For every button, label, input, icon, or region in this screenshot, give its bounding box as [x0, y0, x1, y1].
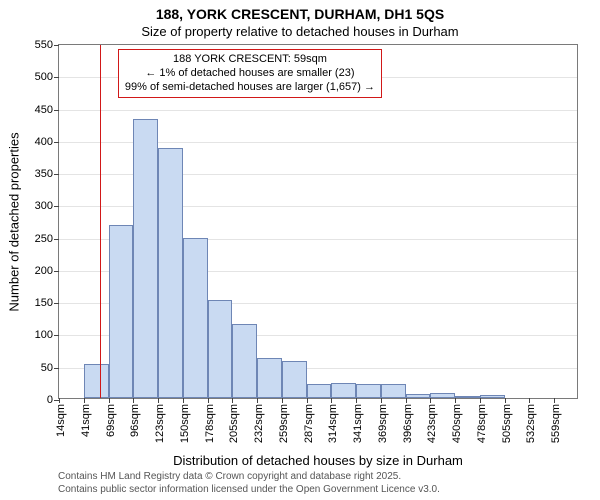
- histogram-bar: [109, 225, 134, 398]
- ytick-label: 50: [41, 362, 59, 374]
- y-axis-label: Number of detached properties: [7, 132, 22, 311]
- xtick-mark: [505, 398, 506, 403]
- gridline: [59, 110, 577, 111]
- chart-subtitle: Size of property relative to detached ho…: [0, 24, 600, 40]
- footer-line-2: Contains public sector information licen…: [58, 484, 440, 497]
- annotation-line: 188 YORK CRESCENT: 59sqm: [125, 53, 375, 67]
- xtick-mark: [455, 398, 456, 403]
- histogram-bar: [356, 384, 381, 398]
- xtick-label: 314sqm: [327, 404, 339, 443]
- xtick-mark: [356, 398, 357, 403]
- xtick-mark: [480, 398, 481, 403]
- ytick-label: 450: [35, 104, 59, 116]
- ytick-label: 300: [35, 200, 59, 212]
- histogram-bar: [158, 148, 183, 398]
- ytick-label: 100: [35, 329, 59, 341]
- xtick-label: 259sqm: [278, 404, 290, 443]
- histogram-chart: 188, YORK CRESCENT, DURHAM, DH1 5QS Size…: [0, 0, 600, 500]
- xtick-label: 96sqm: [129, 404, 141, 437]
- xtick-mark: [208, 398, 209, 403]
- histogram-bar: [381, 384, 406, 398]
- xtick-label: 205sqm: [228, 404, 240, 443]
- xtick-mark: [529, 398, 530, 403]
- histogram-bar: [208, 300, 233, 398]
- histogram-bar: [480, 395, 505, 398]
- xtick-label: 232sqm: [253, 404, 265, 443]
- ytick-label: 550: [35, 39, 59, 51]
- xtick-mark: [307, 398, 308, 403]
- histogram-bar: [257, 358, 282, 398]
- xtick-mark: [158, 398, 159, 403]
- xtick-mark: [430, 398, 431, 403]
- chart-title-block: 188, YORK CRESCENT, DURHAM, DH1 5QS Size…: [0, 0, 600, 40]
- histogram-bar: [331, 383, 356, 398]
- histogram-bar: [282, 361, 307, 398]
- chart-title: 188, YORK CRESCENT, DURHAM, DH1 5QS: [0, 6, 600, 24]
- histogram-bar: [455, 396, 480, 398]
- xtick-label: 396sqm: [402, 404, 414, 443]
- histogram-bar: [307, 384, 332, 398]
- xtick-label: 341sqm: [352, 404, 364, 443]
- xtick-mark: [133, 398, 134, 403]
- ytick-label: 350: [35, 168, 59, 180]
- xtick-label: 505sqm: [501, 404, 513, 443]
- xtick-label: 150sqm: [179, 404, 191, 443]
- xtick-label: 450sqm: [451, 404, 463, 443]
- xtick-label: 14sqm: [55, 404, 67, 437]
- annotation-line: ← 1% of detached houses are smaller (23): [125, 67, 375, 81]
- ytick-label: 500: [35, 71, 59, 83]
- xtick-label: 559sqm: [550, 404, 562, 443]
- plot-area: 05010015020025030035040045050055014sqm41…: [58, 44, 578, 399]
- ytick-label: 250: [35, 233, 59, 245]
- footer-line-1: Contains HM Land Registry data © Crown c…: [58, 471, 440, 484]
- xtick-mark: [183, 398, 184, 403]
- xtick-label: 423sqm: [426, 404, 438, 443]
- ytick-label: 400: [35, 136, 59, 148]
- histogram-bar: [232, 324, 257, 398]
- histogram-bar: [406, 394, 431, 398]
- xtick-mark: [232, 398, 233, 403]
- ytick-label: 200: [35, 265, 59, 277]
- xtick-label: 478sqm: [476, 404, 488, 443]
- xtick-label: 287sqm: [303, 404, 315, 443]
- reference-line: [100, 45, 101, 398]
- histogram-bar: [183, 238, 208, 398]
- xtick-label: 369sqm: [377, 404, 389, 443]
- xtick-label: 69sqm: [105, 404, 117, 437]
- xtick-label: 41sqm: [80, 404, 92, 437]
- xtick-label: 123sqm: [154, 404, 166, 443]
- histogram-bar: [84, 364, 109, 398]
- attribution-footer: Contains HM Land Registry data © Crown c…: [58, 471, 440, 496]
- xtick-mark: [554, 398, 555, 403]
- annotation-line: 99% of semi-detached houses are larger (…: [125, 81, 375, 95]
- xtick-mark: [381, 398, 382, 403]
- histogram-bar: [430, 393, 455, 398]
- xtick-mark: [282, 398, 283, 403]
- x-axis-label: Distribution of detached houses by size …: [173, 453, 463, 468]
- ytick-label: 150: [35, 297, 59, 309]
- xtick-label: 532sqm: [525, 404, 537, 443]
- annotation-box: 188 YORK CRESCENT: 59sqm← 1% of detached…: [118, 49, 382, 98]
- xtick-label: 178sqm: [204, 404, 216, 443]
- xtick-mark: [109, 398, 110, 403]
- histogram-bar: [133, 119, 158, 398]
- xtick-mark: [84, 398, 85, 403]
- xtick-mark: [406, 398, 407, 403]
- xtick-mark: [257, 398, 258, 403]
- xtick-mark: [59, 398, 60, 403]
- xtick-mark: [331, 398, 332, 403]
